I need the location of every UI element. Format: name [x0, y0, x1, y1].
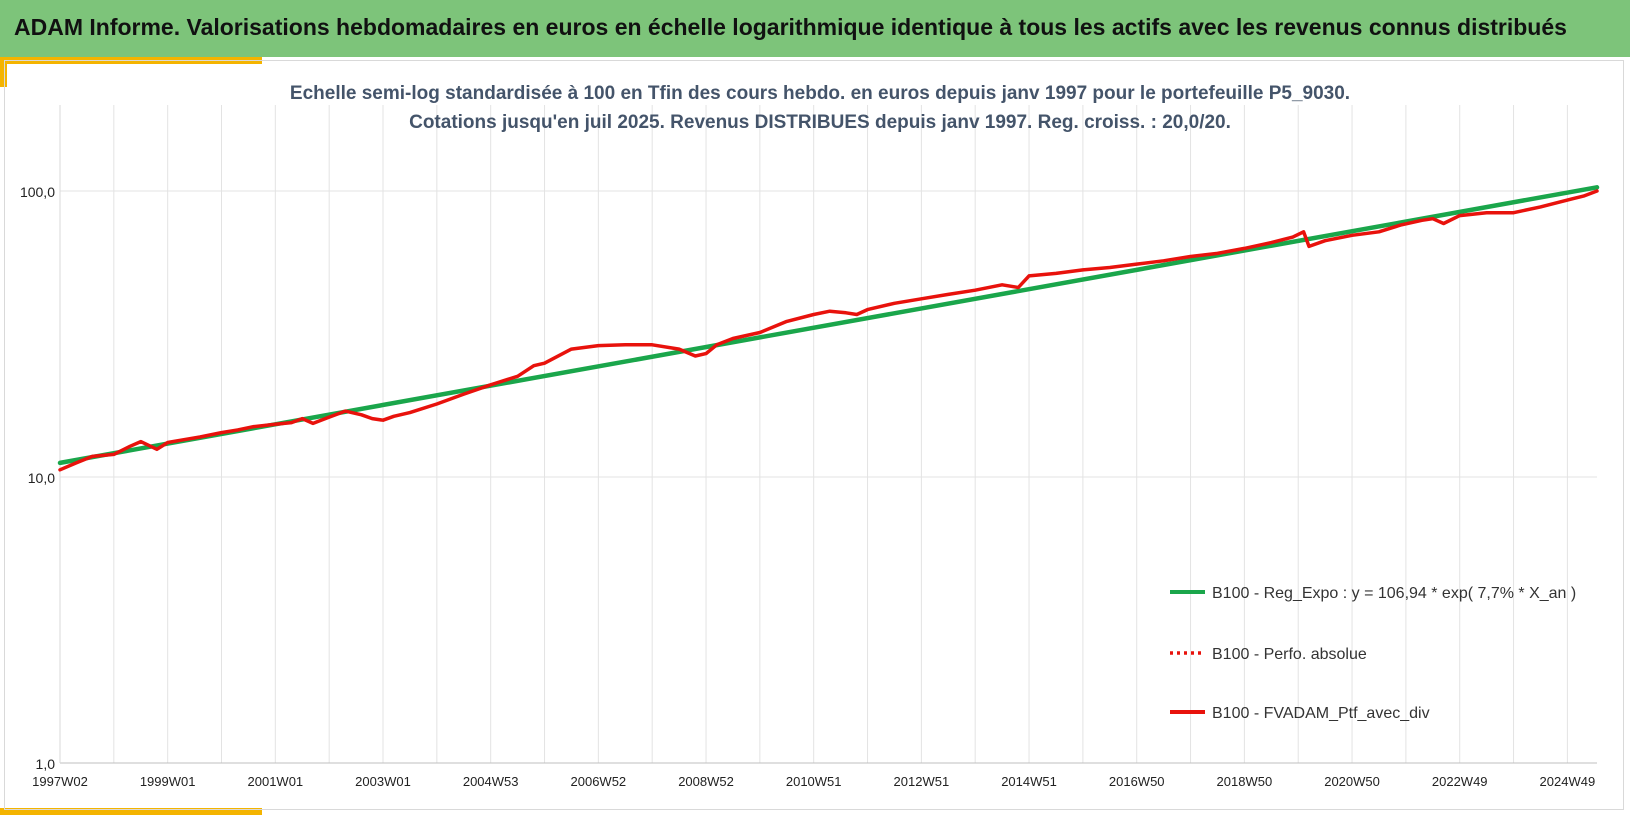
axes: 1,0 10,0 100,0 1997W02 1999W01 2001W01 2003W01… [20, 105, 1597, 789]
regression-line [57, 185, 1600, 466]
x-tick-label: 2012W51 [894, 774, 950, 789]
x-tick-label: 2003W01 [355, 774, 411, 789]
x-tick-label: 2001W01 [248, 774, 304, 789]
x-tick-label: 2022W49 [1432, 774, 1488, 789]
x-tick-label: 2010W51 [786, 774, 842, 789]
legend-label: B100 - Perfo. absolue [1212, 646, 1367, 663]
banner-title: ADAM Informe. Valorisations hebdomadaire… [14, 14, 1567, 40]
x-tick-label: 2014W51 [1001, 774, 1057, 789]
accent-bar-bottom [0, 808, 262, 815]
chart-title: Echelle semi-log standardisée à 100 en T… [290, 83, 1350, 104]
header-banner: ADAM Informe. Valorisations hebdomadaire… [0, 0, 1630, 57]
y-tick-label: 10,0 [28, 470, 55, 486]
x-tick-label: 1999W01 [140, 774, 196, 789]
x-tick-label: 2016W50 [1109, 774, 1165, 789]
x-tick-label: 2018W50 [1217, 774, 1273, 789]
y-tick-label: 1,0 [36, 756, 56, 772]
x-tick-label: 1997W02 [32, 774, 88, 789]
portfolio-line [58, 189, 1599, 472]
chart-frame [4, 60, 1624, 810]
series-group [57, 185, 1600, 472]
legend-label: B100 - FVADAM_Ptf_avec_div [1212, 705, 1430, 722]
chart-subtitle: Cotations jusqu'en juil 2025. Revenus DI… [409, 112, 1231, 133]
x-tick-label: 2020W50 [1324, 774, 1380, 789]
x-tick-label: 2008W52 [678, 774, 734, 789]
legend-label: B100 - Reg_Expo : y = 106,94 * exp( 7,7%… [1212, 585, 1576, 602]
x-tick-label: 2004W53 [463, 774, 519, 789]
y-tick-label: 100,0 [20, 184, 55, 200]
legend: B100 - Reg_Expo : y = 106,94 * exp( 7,7%… [1170, 585, 1576, 722]
accent-bar-left [0, 57, 7, 87]
x-tick-label: 2024W49 [1540, 774, 1596, 789]
x-tick-label: 2006W52 [571, 774, 627, 789]
grid [59, 105, 1597, 763]
